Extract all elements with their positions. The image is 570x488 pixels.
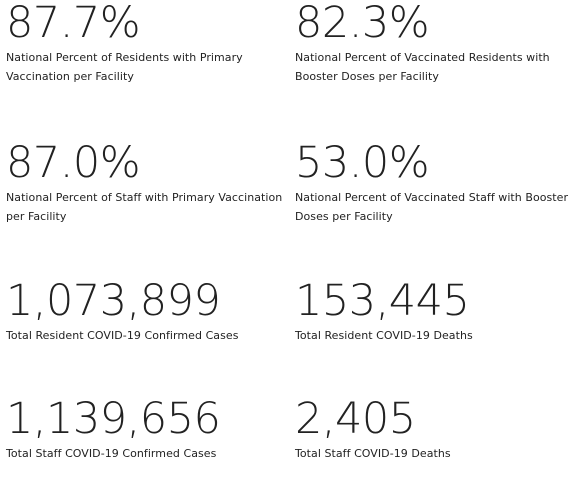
stat-value: 87.0% [6,138,141,188]
stat-card-staff-cases: 1,139,656 Total Staff COVID-19 Confirmed… [6,396,288,463]
stat-card-staff-primary-vaccination: 87.0% National Percent of Staff with Pri… [6,140,288,226]
stat-label: National Percent of Residents with Prima… [6,51,243,83]
stat-label: National Percent of Vaccinated Staff wit… [295,191,569,223]
stat-card-staff-booster: 53.0% National Percent of Vaccinated Sta… [295,140,570,226]
stat-value: 1,139,656 [6,394,221,444]
stat-label: Total Staff COVID-19 Deaths [295,447,451,460]
stat-card-resident-deaths: 153,445 Total Resident COVID-19 Deaths [295,278,570,345]
stat-value: 1,073,899 [6,276,221,326]
stat-value: 53.0% [295,138,430,188]
stat-value: 2,405 [295,394,416,444]
stat-card-resident-booster: 82.3% National Percent of Vaccinated Res… [295,0,570,86]
stat-label: National Percent of Staff with Primary V… [6,191,283,223]
stat-label: Total Resident COVID-19 Deaths [295,329,473,342]
stat-value: 82.3% [295,0,430,48]
stat-label: National Percent of Vaccinated Residents… [295,51,550,83]
stat-label: Total Staff COVID-19 Confirmed Cases [6,447,217,460]
stat-card-resident-primary-vaccination: 87.7% National Percent of Residents with… [6,0,288,86]
stat-value: 153,445 [295,276,470,326]
stat-card-resident-cases: 1,073,899 Total Resident COVID-19 Confir… [6,278,288,345]
stat-card-staff-deaths: 2,405 Total Staff COVID-19 Deaths [295,396,570,463]
stat-value: 87.7% [6,0,141,48]
stat-label: Total Resident COVID-19 Confirmed Cases [6,329,239,342]
